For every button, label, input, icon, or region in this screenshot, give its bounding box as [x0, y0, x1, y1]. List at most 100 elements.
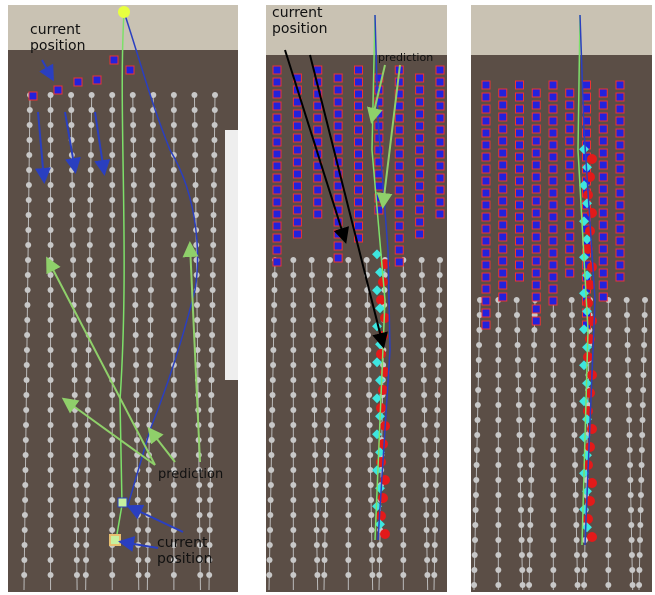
- observed: [532, 281, 540, 289]
- track-dot: [367, 452, 373, 458]
- track-dot: [131, 167, 137, 173]
- track-dot: [530, 372, 536, 378]
- track-dot: [326, 317, 332, 323]
- track-dot: [638, 492, 644, 498]
- track-dot: [637, 522, 643, 528]
- observed: [395, 246, 403, 254]
- track-dot: [211, 152, 217, 158]
- observed: [566, 209, 574, 217]
- track-dot: [171, 137, 177, 143]
- track-dot: [109, 242, 115, 248]
- observed: [566, 173, 574, 181]
- observed: [482, 321, 490, 329]
- track-dot: [400, 482, 406, 488]
- track-dot: [171, 197, 177, 203]
- track-dot: [212, 107, 218, 113]
- observed: [416, 230, 424, 238]
- annotation: prediction: [378, 52, 433, 65]
- observed: [599, 197, 607, 205]
- observed: [395, 162, 403, 170]
- track-dot: [23, 452, 29, 458]
- observed: [599, 281, 607, 289]
- track-dot: [582, 552, 588, 558]
- observed: [516, 117, 524, 125]
- track-dot: [25, 227, 31, 233]
- track-dot: [48, 437, 54, 443]
- track-dot: [605, 372, 611, 378]
- track-dot: [22, 542, 28, 548]
- track-dot: [475, 402, 481, 408]
- track-dot: [290, 332, 296, 338]
- observed: [355, 78, 363, 86]
- observed: [516, 105, 524, 113]
- track-dot: [71, 317, 77, 323]
- track-dot: [312, 452, 318, 458]
- track-dot: [209, 362, 215, 368]
- track-dot: [419, 257, 425, 263]
- observed: [583, 81, 591, 89]
- observed: [516, 177, 524, 185]
- observed: [314, 198, 322, 206]
- track-dot: [171, 392, 177, 398]
- track-dot: [309, 302, 315, 308]
- observed: [532, 293, 540, 301]
- track-dot: [148, 272, 154, 278]
- track-dot: [193, 182, 199, 188]
- track-dot: [149, 182, 155, 188]
- track-dot: [72, 437, 78, 443]
- track-dot: [605, 432, 611, 438]
- track-dot: [109, 422, 115, 428]
- track-dot: [605, 342, 611, 348]
- observed: [54, 86, 62, 94]
- track-dot: [267, 557, 273, 563]
- track-dot: [400, 497, 406, 503]
- observed: [532, 233, 540, 241]
- observed: [273, 114, 281, 122]
- track-dot: [312, 422, 318, 428]
- track-dot: [133, 392, 139, 398]
- track-dot: [290, 272, 296, 278]
- track-dot: [572, 477, 578, 483]
- track-dot: [345, 332, 351, 338]
- track-dot: [495, 582, 501, 588]
- track-dot: [365, 347, 371, 353]
- track-dot: [171, 107, 177, 113]
- observed: [599, 209, 607, 217]
- track-dot: [435, 347, 441, 353]
- track-dot: [109, 167, 115, 173]
- track-dot: [569, 297, 575, 303]
- track-dot: [48, 197, 54, 203]
- track-dot: [208, 452, 214, 458]
- observed: [516, 237, 524, 245]
- track-dot: [368, 482, 374, 488]
- track-dot: [526, 567, 532, 573]
- track-dot: [132, 302, 138, 308]
- track-dot: [48, 512, 54, 518]
- observed: [355, 114, 363, 122]
- observed: [482, 81, 490, 89]
- observed: [395, 186, 403, 194]
- track-dot: [135, 557, 141, 563]
- track-dot: [26, 197, 32, 203]
- track-dot: [517, 477, 523, 483]
- track-dot: [208, 407, 214, 413]
- observed: [355, 186, 363, 194]
- track-dot: [575, 582, 581, 588]
- track-dot: [550, 387, 556, 393]
- observed: [532, 89, 540, 97]
- track-dot: [70, 257, 76, 263]
- observed: [499, 173, 507, 181]
- track-dot: [624, 312, 630, 318]
- ground-truth-point: [587, 478, 597, 488]
- track-dot: [171, 572, 177, 578]
- track-dot: [269, 422, 275, 428]
- track-dot: [208, 422, 214, 428]
- ground-truth-point: [583, 514, 593, 524]
- track-dot: [605, 387, 611, 393]
- track-dot: [366, 407, 372, 413]
- track-dot: [86, 302, 92, 308]
- observed: [566, 233, 574, 241]
- track-dot: [323, 482, 329, 488]
- track-dot: [268, 497, 274, 503]
- track-dot: [207, 512, 213, 518]
